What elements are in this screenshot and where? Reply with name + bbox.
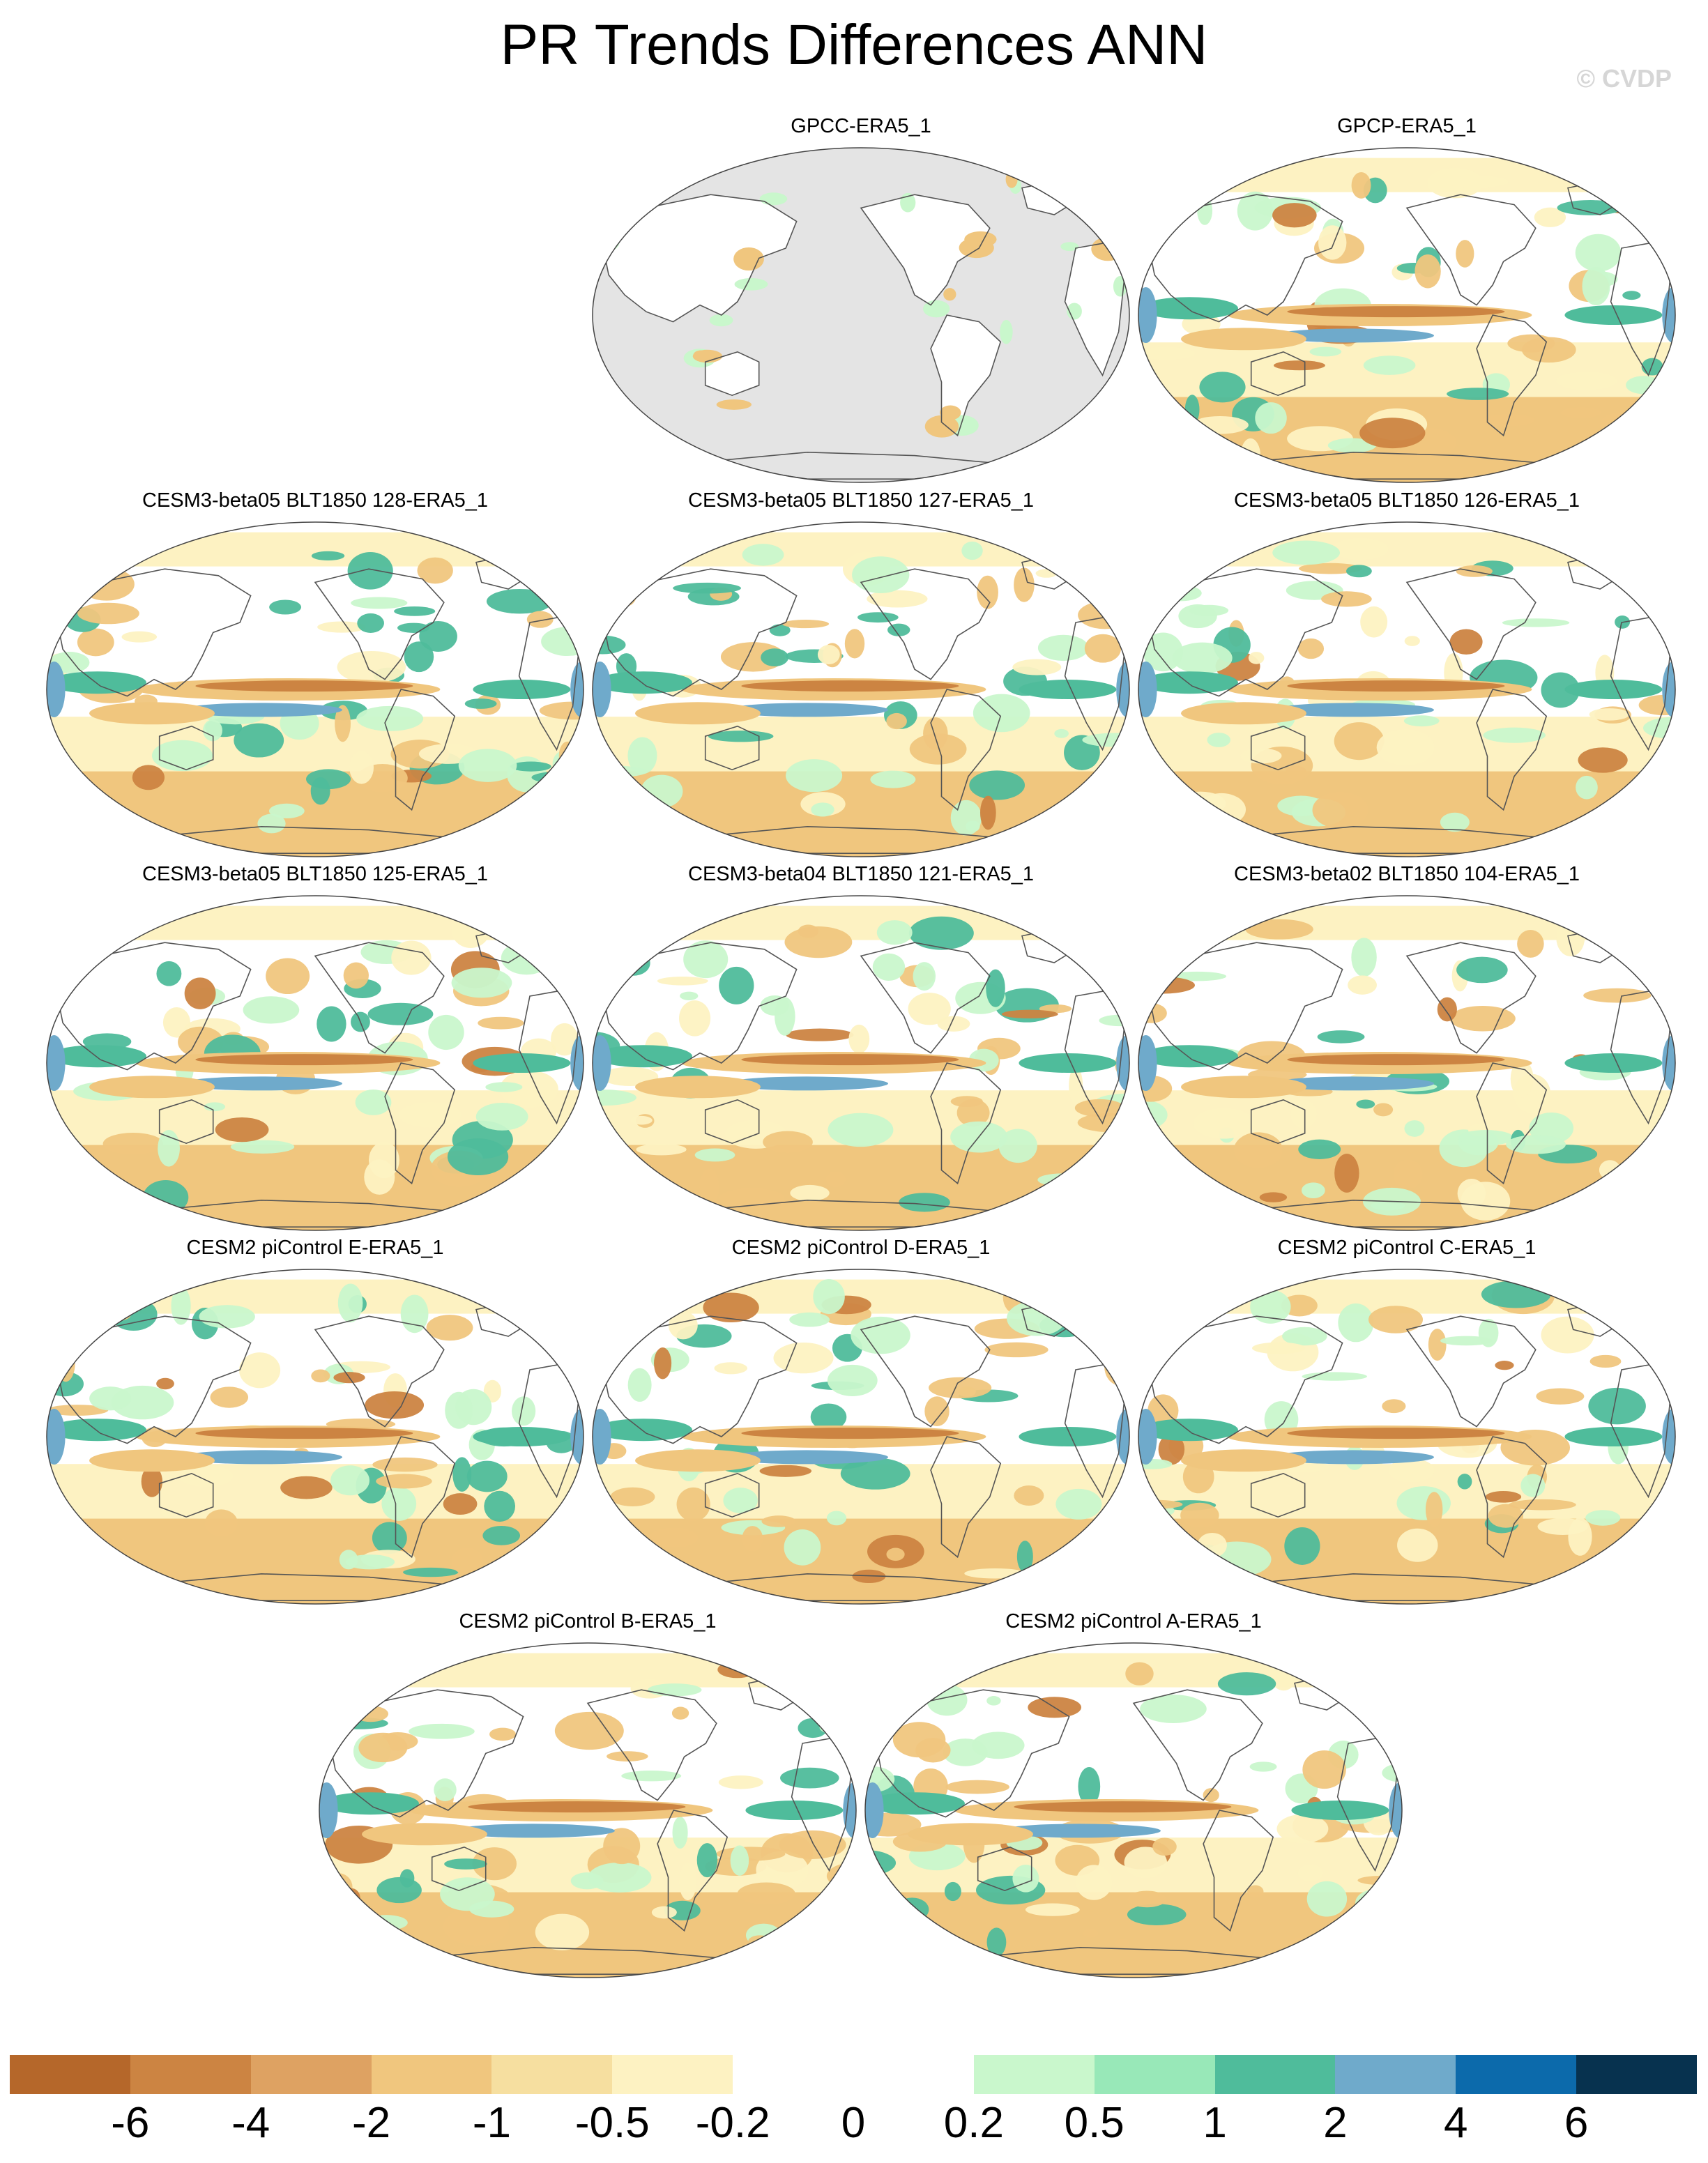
colorbar-tick-label: 2 [1323, 2099, 1348, 2147]
world-map [592, 147, 1130, 483]
panel-title: CESM3-beta04 BLT1850 121-ERA5_1 [688, 863, 1034, 885]
panel-title: CESM2 piControl B-ERA5_1 [459, 1610, 717, 1633]
panel-title: CESM2 piControl E-ERA5_1 [186, 1237, 444, 1259]
colorbar-segment [491, 2055, 613, 2094]
map-panel: GPCC-ERA5_1 [589, 115, 1133, 491]
precip-trend-field [47, 522, 584, 857]
panel-title: CESM3-beta05 BLT1850 128-ERA5_1 [142, 489, 488, 512]
panel-title: CESM2 piControl C-ERA5_1 [1277, 1237, 1537, 1259]
colorbar-segment [1576, 2055, 1698, 2094]
map-panel: CESM2 piControl E-ERA5_1 [43, 1237, 587, 1613]
panel-title: CESM2 piControl A-ERA5_1 [1005, 1610, 1262, 1633]
map-panel: CESM2 piControl C-ERA5_1 [1135, 1237, 1679, 1613]
world-map [46, 1269, 584, 1605]
precip-trend-field [593, 522, 1129, 857]
map-panel: CESM2 piControl D-ERA5_1 [589, 1237, 1133, 1613]
world-map [46, 895, 584, 1231]
colorbar-tick-label: 0.2 [943, 2099, 1004, 2147]
world-map [1138, 147, 1676, 483]
colorbar-tick-label: -4 [231, 2099, 270, 2147]
world-map [46, 521, 584, 857]
precip-trend-field [865, 1643, 1402, 1978]
precip-trend-field [593, 1269, 1129, 1604]
colorbar-tick-label: 6 [1564, 2099, 1589, 2147]
colorbar-segment [130, 2055, 251, 2094]
colorbar-segment [853, 2055, 974, 2094]
panel-title: GPCP-ERA5_1 [1337, 115, 1477, 137]
world-map [319, 1642, 857, 1978]
panel-title: CESM3-beta05 BLT1850 127-ERA5_1 [688, 489, 1034, 512]
colorbar-segment [1094, 2055, 1215, 2094]
panel-title: GPCC-ERA5_1 [791, 115, 931, 137]
precip-trend-field [1138, 148, 1675, 482]
colorbar-tick-label: -6 [111, 2099, 150, 2147]
colorbar-segment [973, 2055, 1095, 2094]
map-panel: CESM2 piControl B-ERA5_1 [316, 1610, 860, 1987]
world-map [592, 1269, 1130, 1605]
map-panel: CESM3-beta05 BLT1850 126-ERA5_1 [1135, 489, 1679, 866]
figure-title: PR Trends Differences ANN [500, 13, 1208, 77]
precip-trend-field [319, 1643, 856, 1978]
world-map [864, 1642, 1403, 1978]
colorbar [10, 2055, 1698, 2094]
map-panel: CESM3-beta04 BLT1850 121-ERA5_1 [589, 863, 1133, 1239]
world-map [592, 895, 1130, 1231]
colorbar-segment [1335, 2055, 1456, 2094]
colorbar-tick-label: -0.2 [695, 2099, 770, 2147]
precip-trend-field [1138, 896, 1675, 1230]
colorbar-tick-label: -1 [472, 2099, 511, 2147]
colorbar-tick-label: 1 [1203, 2099, 1227, 2147]
world-map [592, 521, 1130, 857]
panel-title: CESM3-beta02 BLT1850 104-ERA5_1 [1234, 863, 1580, 885]
precip-trend-field [1138, 522, 1675, 857]
map-panel: GPCP-ERA5_1 [1135, 115, 1679, 491]
colorbar-segment [612, 2055, 733, 2094]
colorbar-segment [1456, 2055, 1577, 2094]
precip-trend-field [1138, 1269, 1675, 1604]
cvdp-watermark: © CVDP [1576, 64, 1672, 93]
precip-trend-field [593, 896, 1129, 1230]
colorbar-tick-label: -0.5 [574, 2099, 650, 2147]
colorbar-segment [250, 2055, 372, 2094]
colorbar-tick-label: 0 [841, 2099, 866, 2147]
precip-trend-field [47, 896, 584, 1230]
world-map [1138, 1269, 1676, 1605]
map-panel: CESM3-beta05 BLT1850 128-ERA5_1 [43, 489, 587, 866]
colorbar-segment [371, 2055, 492, 2094]
colorbar-tick-label: 0.5 [1064, 2099, 1124, 2147]
colorbar-tick-labels: -6 -4 -2 -1 -0.5 -0.2 0 0.2 0.5 1 2 4 6 [0, 2098, 1708, 2161]
map-panel: CESM3-beta05 BLT1850 125-ERA5_1 [43, 863, 587, 1239]
precip-trend-field [593, 148, 1129, 482]
map-panel: CESM3-beta05 BLT1850 127-ERA5_1 [589, 489, 1133, 866]
panel-title: CESM3-beta05 BLT1850 125-ERA5_1 [142, 863, 488, 885]
world-map [1138, 521, 1676, 857]
panel-title: CESM2 piControl D-ERA5_1 [731, 1237, 991, 1259]
colorbar-segment [1214, 2055, 1336, 2094]
map-panel: CESM2 piControl A-ERA5_1 [862, 1610, 1405, 1987]
world-map [1138, 895, 1676, 1231]
colorbar-segment [10, 2055, 130, 2094]
precip-trend-field [47, 1269, 584, 1604]
colorbar-tick-label: -2 [351, 2099, 391, 2147]
colorbar-tick-label: 4 [1444, 2099, 1468, 2147]
map-panel: CESM3-beta02 BLT1850 104-ERA5_1 [1135, 863, 1679, 1239]
colorbar-segment [733, 2055, 854, 2094]
panel-title: CESM3-beta05 BLT1850 126-ERA5_1 [1234, 489, 1580, 512]
